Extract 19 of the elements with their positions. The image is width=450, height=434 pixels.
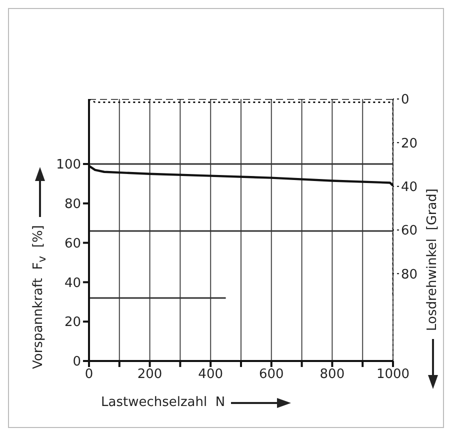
y2-tick-label: 0 — [401, 92, 410, 108]
x-tick-label: 600 — [258, 367, 284, 382]
y-tick-label: 40 — [64, 276, 81, 291]
y-tick-label: 80 — [64, 197, 81, 212]
y-tick-label: 0 — [72, 354, 81, 370]
y-tick-label: 20 — [64, 315, 81, 330]
x-axis-title: Lastwechselzahl N — [101, 395, 226, 410]
y2-tick-label: 60 — [401, 224, 418, 239]
y-tick-label: 60 — [64, 236, 81, 252]
y2-tick-label: 80 — [401, 267, 418, 282]
x-tick-label: 800 — [320, 367, 345, 382]
y2-tick-label: 20 — [401, 136, 418, 152]
y2-tick-label: 40 — [401, 180, 418, 195]
x-tick-label: 200 — [137, 367, 162, 382]
x-tick-label: 0 — [84, 367, 94, 382]
x-tick-label: 400 — [198, 367, 224, 382]
y2-axis-title: Losdrehwinkel [Grad] — [425, 188, 440, 331]
x-tick-label: 1000 — [376, 367, 410, 382]
y-tick-label: 100 — [56, 158, 81, 173]
